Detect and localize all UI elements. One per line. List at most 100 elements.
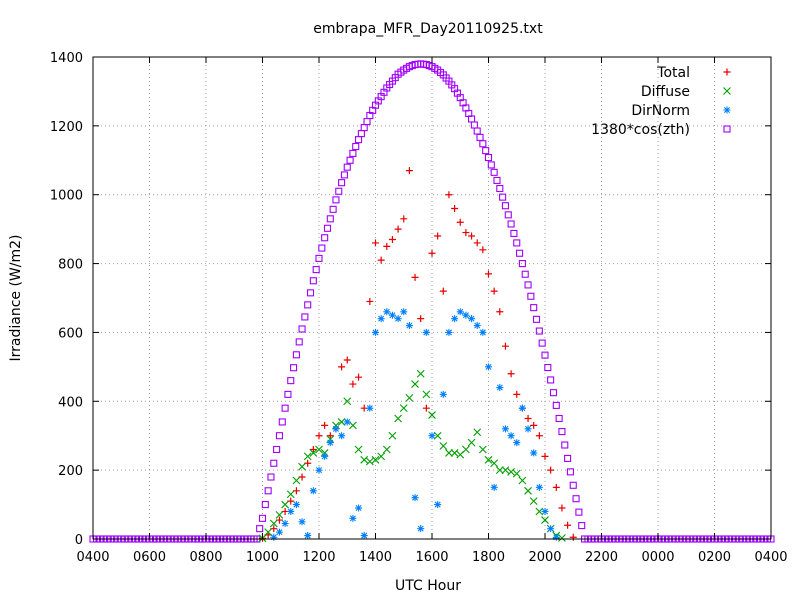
data-point bbox=[490, 287, 498, 295]
data-point bbox=[346, 156, 354, 164]
data-point bbox=[535, 483, 543, 491]
data-point bbox=[501, 202, 510, 210]
data-point bbox=[286, 490, 295, 499]
data-point bbox=[304, 301, 312, 309]
data-point bbox=[338, 432, 346, 440]
data-point bbox=[352, 142, 360, 151]
data-point bbox=[290, 364, 298, 372]
data-point bbox=[278, 418, 286, 426]
data-point bbox=[524, 415, 532, 422]
data-point bbox=[323, 224, 332, 232]
data-point bbox=[264, 487, 272, 495]
data-point bbox=[490, 168, 498, 176]
data-point bbox=[558, 504, 566, 512]
data-point bbox=[309, 277, 317, 285]
data-point bbox=[388, 311, 396, 319]
data-point bbox=[524, 281, 532, 289]
data-point bbox=[366, 297, 374, 305]
data-point bbox=[487, 161, 495, 169]
data-point bbox=[490, 459, 499, 468]
data-point bbox=[445, 191, 453, 199]
data-point bbox=[405, 167, 413, 175]
data-point bbox=[495, 466, 504, 475]
data-point bbox=[569, 481, 577, 489]
data-point bbox=[529, 497, 538, 506]
data-point bbox=[318, 244, 326, 252]
y-tick-label: 800 bbox=[58, 258, 83, 273]
data-point bbox=[411, 380, 419, 388]
series-star bbox=[270, 308, 560, 541]
data-point bbox=[422, 328, 430, 336]
data-point bbox=[340, 171, 348, 179]
x-tick-label: 2000 bbox=[528, 550, 561, 565]
y-tick-label: 200 bbox=[58, 464, 83, 479]
x-tick-label: 0000 bbox=[641, 550, 674, 565]
data-point bbox=[516, 249, 524, 257]
data-point bbox=[360, 532, 368, 540]
data-point bbox=[304, 532, 312, 540]
data-point bbox=[501, 342, 509, 350]
x-tick-label: 1800 bbox=[472, 550, 505, 565]
data-point bbox=[298, 518, 306, 526]
data-point bbox=[261, 501, 269, 509]
data-point bbox=[504, 211, 512, 219]
data-point bbox=[499, 193, 507, 201]
data-point bbox=[456, 218, 464, 226]
data-point bbox=[292, 501, 300, 509]
data-point bbox=[535, 507, 544, 516]
data-point bbox=[493, 176, 501, 184]
data-point bbox=[518, 260, 526, 268]
data-point bbox=[439, 442, 448, 450]
data-point bbox=[326, 432, 334, 440]
data-point bbox=[326, 215, 334, 223]
data-point bbox=[298, 325, 306, 333]
data-point bbox=[405, 393, 414, 402]
data-point bbox=[383, 242, 391, 250]
data-point bbox=[284, 390, 292, 398]
data-point bbox=[564, 454, 572, 462]
data-point bbox=[382, 445, 391, 454]
y-tick-label: 400 bbox=[58, 395, 83, 410]
data-point bbox=[558, 428, 566, 436]
data-point bbox=[507, 467, 515, 476]
data-point bbox=[467, 438, 476, 447]
data-point bbox=[547, 466, 555, 474]
data-point bbox=[552, 483, 560, 491]
data-point bbox=[355, 504, 363, 512]
data-point bbox=[422, 390, 431, 399]
data-point bbox=[518, 404, 526, 412]
data-point bbox=[360, 455, 369, 464]
x-tick-label: 2200 bbox=[585, 550, 618, 565]
data-point bbox=[394, 414, 402, 423]
data-point bbox=[287, 507, 295, 515]
x-tick-label: 0800 bbox=[189, 550, 222, 565]
data-point bbox=[388, 431, 397, 440]
data-point bbox=[309, 487, 317, 495]
y-tick-label: 600 bbox=[58, 326, 83, 341]
data-point bbox=[264, 528, 273, 537]
data-point bbox=[270, 533, 278, 541]
x-tick-label: 0400 bbox=[754, 550, 787, 565]
data-point bbox=[433, 431, 442, 440]
data-point bbox=[490, 483, 498, 491]
x-tick-label: 1600 bbox=[415, 550, 448, 565]
data-point bbox=[332, 425, 340, 433]
data-point bbox=[445, 449, 453, 457]
data-point bbox=[292, 351, 300, 359]
data-point bbox=[524, 486, 532, 495]
data-point bbox=[482, 147, 490, 155]
data-point bbox=[372, 239, 379, 247]
data-point bbox=[400, 308, 408, 316]
data-point bbox=[422, 404, 430, 412]
data-point bbox=[521, 270, 529, 278]
y-axis-title: Irradiance (W/m2) bbox=[8, 235, 24, 362]
data-point bbox=[462, 445, 470, 454]
data-point bbox=[349, 514, 357, 522]
data-point bbox=[281, 404, 289, 412]
data-point bbox=[377, 256, 385, 264]
data-point bbox=[518, 476, 527, 485]
data-point bbox=[306, 289, 315, 297]
data-point bbox=[473, 322, 481, 330]
data-point bbox=[315, 466, 323, 474]
data-point bbox=[326, 439, 334, 447]
